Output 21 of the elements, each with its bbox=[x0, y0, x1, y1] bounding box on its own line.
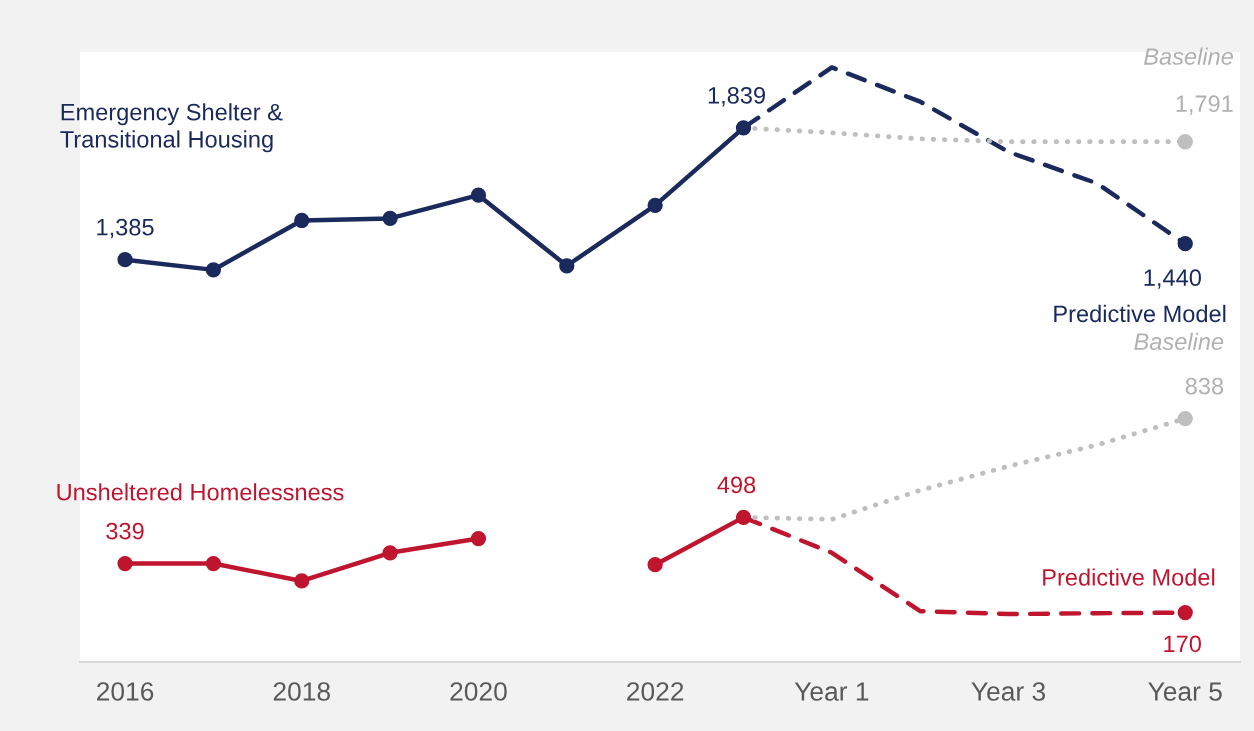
x-tick-label: Year 1 bbox=[794, 682, 869, 701]
text: Unsheltered Homelessness bbox=[57, 483, 344, 501]
text: Baseline bbox=[1144, 47, 1233, 65]
data-label: 838 bbox=[1185, 377, 1224, 395]
x-tick-label: 2016 bbox=[97, 682, 154, 701]
x-tick-label: 2018 bbox=[273, 682, 330, 701]
x-tick-label: Year 5 bbox=[1148, 682, 1222, 701]
data-label: 1,440 bbox=[1144, 269, 1201, 289]
text: Baseline bbox=[1134, 332, 1224, 351]
data-label: 498 bbox=[717, 476, 756, 494]
data-label: 1,791 bbox=[1176, 95, 1233, 115]
x-tick-label: Year 3 bbox=[971, 682, 1046, 701]
data-label: 1,839 bbox=[708, 86, 765, 107]
text: Predictive Model bbox=[1054, 304, 1226, 323]
data-label: 170 bbox=[1164, 635, 1201, 653]
data-label: 339 bbox=[106, 522, 144, 540]
text: Emergency Shelter & Transitional Housing bbox=[60, 103, 283, 153]
series-label: Predictive Model bbox=[1043, 568, 1215, 586]
x-tick-label: 2020 bbox=[450, 682, 507, 701]
data-label: 1,385 bbox=[97, 218, 154, 239]
x-tick-label: 2022 bbox=[627, 682, 684, 701]
